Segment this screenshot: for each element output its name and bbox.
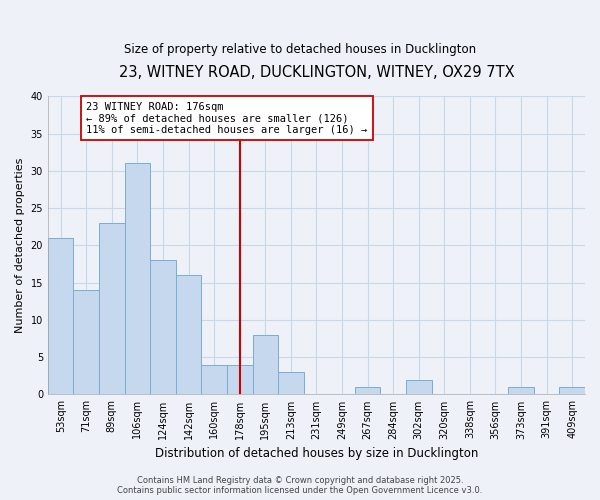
Title: 23, WITNEY ROAD, DUCKLINGTON, WITNEY, OX29 7TX: 23, WITNEY ROAD, DUCKLINGTON, WITNEY, OX…	[119, 65, 514, 80]
Text: Contains HM Land Registry data © Crown copyright and database right 2025.
Contai: Contains HM Land Registry data © Crown c…	[118, 476, 482, 495]
Bar	[227, 364, 253, 394]
Bar	[176, 275, 202, 394]
Bar	[253, 335, 278, 394]
Bar	[202, 364, 227, 394]
Bar	[355, 387, 380, 394]
Bar	[150, 260, 176, 394]
Bar	[559, 387, 585, 394]
Bar	[48, 238, 73, 394]
Y-axis label: Number of detached properties: Number of detached properties	[15, 158, 25, 333]
Text: 23 WITNEY ROAD: 176sqm
← 89% of detached houses are smaller (126)
11% of semi-de: 23 WITNEY ROAD: 176sqm ← 89% of detached…	[86, 102, 368, 135]
Bar	[99, 223, 125, 394]
Bar	[73, 290, 99, 395]
Bar	[508, 387, 534, 394]
Bar	[278, 372, 304, 394]
Bar	[125, 164, 150, 394]
Bar	[406, 380, 431, 394]
X-axis label: Distribution of detached houses by size in Ducklington: Distribution of detached houses by size …	[155, 447, 478, 460]
Text: Size of property relative to detached houses in Ducklington: Size of property relative to detached ho…	[124, 42, 476, 56]
